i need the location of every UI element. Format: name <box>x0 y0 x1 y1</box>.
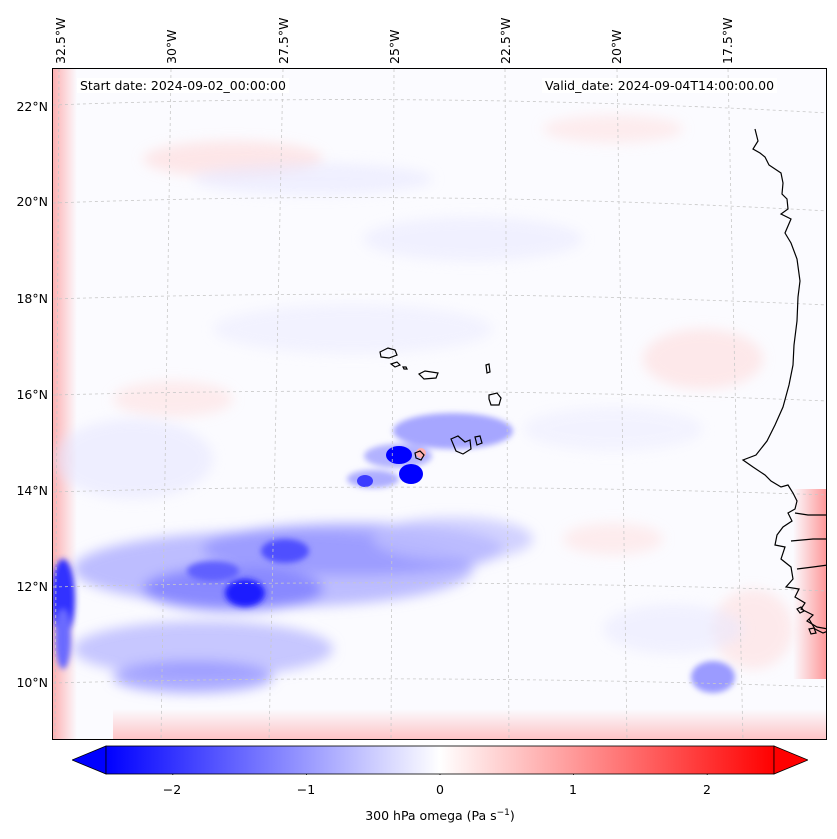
cape-verde-islands <box>379 347 502 461</box>
lat-label: 14°N <box>16 483 48 498</box>
lon-label: 27.5°W <box>276 17 291 64</box>
lon-label: 25°W <box>387 29 402 64</box>
start-date-label: Start date: 2024-09-02_00:00:00 <box>77 78 289 93</box>
lon-label: 32.5°W <box>53 17 68 64</box>
weak-descent-patches <box>113 115 793 669</box>
colorbar <box>72 745 808 775</box>
valid-date-label: Valid_date: 2024-09-04T14:00:00.00 <box>542 78 778 93</box>
lon-label: 22.5°W <box>498 17 513 64</box>
lat-label: 12°N <box>16 579 48 594</box>
graticule <box>53 69 826 739</box>
lon-label: 17.5°W <box>720 17 735 64</box>
omega-field-map <box>53 69 826 739</box>
lon-label: 20°W <box>609 29 624 64</box>
colorbar-label: 300 hPa omega (Pa s−1) <box>0 808 837 823</box>
colorbar-tick-label: 2 <box>703 782 711 797</box>
colorbar-tick-label: −1 <box>296 782 316 797</box>
colorbar-tick-label: −2 <box>162 782 182 797</box>
east-ascent <box>691 661 735 693</box>
colorbar-label-text: 300 hPa omega (Pa s <box>365 808 497 824</box>
lat-label: 20°N <box>16 194 48 209</box>
colorbar-extend-min <box>72 745 107 775</box>
cluster-ascent <box>347 413 513 488</box>
colorbar-extend-max <box>773 745 808 775</box>
colorbar-label-exponent: −1 <box>496 808 510 818</box>
lat-label: 22°N <box>16 99 48 114</box>
lat-label: 10°N <box>16 675 48 690</box>
right-edge-shading <box>793 489 826 679</box>
african-coastline <box>741 128 826 635</box>
colorbar-tick-label: 0 <box>436 782 444 797</box>
colorbar-label-close: ) <box>509 808 515 824</box>
lat-label: 18°N <box>16 291 48 306</box>
colorbar-tick-label: 1 <box>569 782 577 797</box>
lon-label: 30°W <box>164 29 179 64</box>
colorbar-body <box>105 745 775 775</box>
bottom-edge-shading <box>113 709 826 739</box>
lat-label: 16°N <box>16 387 48 402</box>
map-panel: Start date: 2024-09-02_00:00:00 Valid_da… <box>52 68 827 740</box>
weak-ascent-patches <box>53 163 743 654</box>
